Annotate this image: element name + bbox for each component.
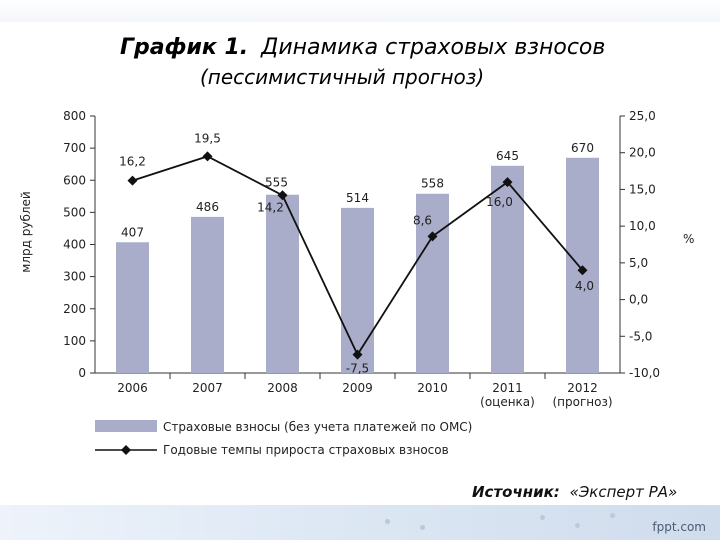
source-value: «Эксперт РА» [570, 483, 678, 501]
y-right-tick-label: -10,0 [629, 366, 660, 380]
legend-line-marker [121, 445, 131, 455]
y-axis-left-label: млрд рублей [19, 191, 33, 272]
x-tick-label: 2006 [117, 381, 148, 395]
y-left-tick-label: 500 [63, 205, 86, 219]
line-point [427, 231, 438, 242]
line-value-label: 14,2 [257, 200, 284, 214]
y-left-tick-label: 0 [78, 366, 86, 380]
line-value-label: 16,2 [119, 155, 146, 169]
line-point [352, 349, 363, 360]
y-axis-right-label: % [683, 232, 694, 246]
x-tick-note: (оценка) [480, 395, 535, 409]
x-tick-label: 2011 [492, 381, 523, 395]
line-value-label: 16,0 [486, 195, 513, 209]
line-value-label: 4,0 [575, 279, 594, 293]
legend-bar-label: Страховые взносы (без учета платежей по … [163, 420, 472, 434]
bar [116, 242, 149, 373]
bar-value-label: 486 [196, 200, 219, 214]
line-point [202, 151, 213, 162]
top-band [0, 0, 720, 22]
bar [266, 194, 299, 373]
chart-title-prefix: График 1. [120, 35, 248, 60]
y-left-tick-label: 600 [63, 173, 86, 187]
legend-bar-swatch [95, 420, 157, 432]
line-point [127, 175, 138, 186]
bar [491, 165, 524, 373]
bar [341, 207, 374, 373]
bar-value-label: 558 [421, 177, 444, 191]
x-tick-label: 2012 [567, 381, 598, 395]
source-label: Источник: [472, 483, 560, 501]
x-tick-label: 2008 [267, 381, 298, 395]
footer-brand: fppt.com [652, 520, 706, 534]
line-series: 16,2 19,5 14,2 -7,5 8,6 16,0 4,0 [119, 131, 594, 375]
y-right-tick-label: 0,0 [629, 293, 648, 307]
axes: 0 100 200 300 400 500 600 700 800 -10,0 -5,0 0,0 5,0… [63, 109, 660, 409]
y-right-tick-label: 10,0 [629, 219, 656, 233]
x-tick-label: 2010 [417, 381, 448, 395]
bar-value-label: 514 [346, 191, 369, 205]
y-right-tick-label: 25,0 [629, 109, 656, 123]
line-value-label: 8,6 [413, 213, 432, 227]
bar-value-label: 670 [571, 141, 594, 155]
y-left-tick-label: 400 [63, 238, 86, 252]
y-right-tick-label: 20,0 [629, 146, 656, 160]
bar [191, 216, 224, 373]
y-right-tick-label: 15,0 [629, 182, 656, 196]
line-value-label: -7,5 [346, 362, 369, 376]
line-point [577, 265, 588, 276]
legend-line-label: Годовые темпы прироста страховых взносов [163, 443, 449, 457]
line-point [502, 177, 513, 188]
chart-subtitle: (пессимистичный прогноз) [200, 65, 484, 89]
chart-title-text: Динамика страховых взносов [260, 35, 605, 60]
bar-value-label: 645 [496, 149, 519, 163]
bar-value-label: 555 [265, 176, 288, 190]
y-left-tick-label: 700 [63, 141, 86, 155]
bottom-decor-band [0, 505, 720, 540]
bar [416, 193, 449, 373]
y-left-tick-label: 100 [63, 334, 86, 348]
bar-value-label: 407 [121, 225, 144, 239]
y-left-tick-label: 300 [63, 270, 86, 284]
y-left-tick-label: 800 [63, 109, 86, 123]
y-right-tick-label: 5,0 [629, 256, 648, 270]
bar-series: 407 486 555 514 558 645 670 [116, 141, 599, 373]
chart-title: График 1. Динамика страховых взносов [120, 35, 605, 60]
line-point [277, 190, 288, 201]
x-tick-note: (прогноз) [552, 395, 612, 409]
x-tick-label: 2007 [192, 381, 223, 395]
y-left-tick-label: 200 [63, 302, 86, 316]
line-value-label: 19,5 [194, 131, 221, 145]
x-tick-label: 2009 [342, 381, 373, 395]
y-right-tick-label: -5,0 [629, 329, 652, 343]
source-note: Источник: «Эксперт РА» [472, 483, 677, 501]
